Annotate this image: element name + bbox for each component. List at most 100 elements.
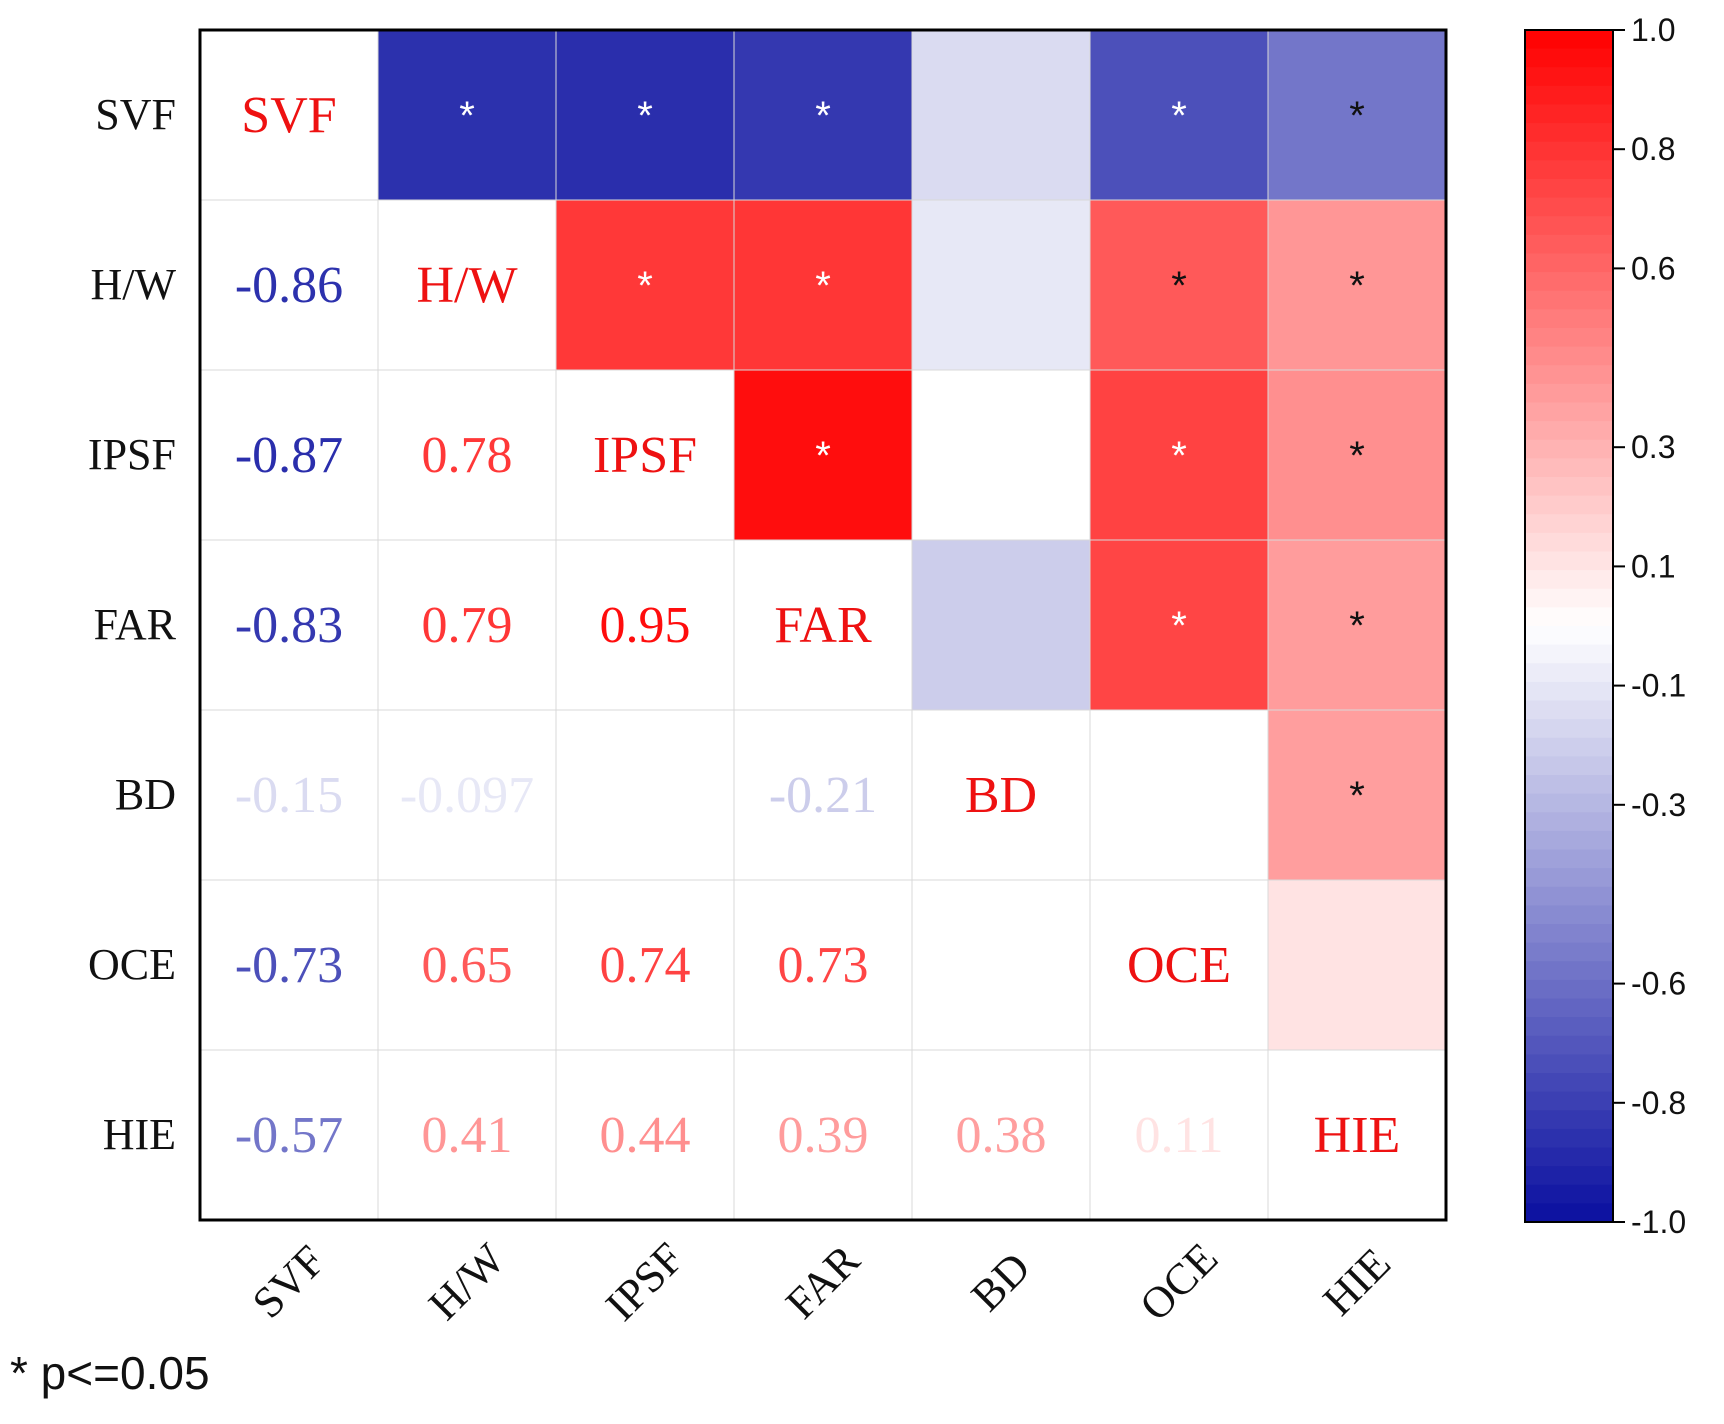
heatmap-cell-bd-oce [1089,709,1269,881]
heatmap-cell-hie-far [733,1049,913,1221]
heatmap-cell-hie-oce [1089,1049,1269,1221]
heatmap-cell-far-svf [199,539,379,711]
colorbar-segment [1525,272,1613,292]
column-label-bd: BD [962,1243,1040,1321]
colorbar-frame [1524,29,1614,1223]
significance-marker-h-w-oce: * [1171,264,1187,308]
coefficient-label-bd-svf: -0.15 [235,767,343,824]
colorbar-segment [1525,551,1613,571]
colorbar-tick-label: 0.8 [1631,131,1675,167]
colorbar-segment [1525,1054,1613,1074]
heatmap-cell-ipsf-ipsf [555,369,735,541]
colorbar-segment [1525,1203,1613,1223]
colorbar-segment [1525,607,1613,627]
colorbar-segment [1525,1017,1613,1037]
significance-marker-h-w-hie: * [1349,264,1365,308]
significance-marker-bd-hie: * [1349,774,1365,818]
colorbar-tick-label: -0.6 [1631,966,1686,1002]
colorbar-segment [1525,775,1613,795]
row-label-bd: BD [115,770,176,819]
heatmap-frame [198,28,1448,1222]
colorbar-segment [1525,868,1613,888]
coefficient-label-hie-bd: 0.38 [956,1107,1047,1164]
coefficient-label-h-w-svf: -0.86 [235,257,343,314]
coefficient-label-oce-svf: -0.73 [235,937,343,994]
diagonal-label-far: FAR [774,597,872,654]
colorbar-segment [1525,905,1613,925]
significance-marker-svf-far: * [815,94,831,138]
column-label-hie: HIE [1314,1239,1400,1325]
colorbar-segment [1525,532,1613,553]
colorbar-segment [1525,197,1613,217]
coefficient-label-oce-far: 0.73 [778,937,869,994]
colorbar-segment [1525,439,1613,459]
colorbar-segment [1525,942,1613,962]
colorbar-segment [1525,626,1613,646]
colorbar-segment [1525,1166,1613,1186]
colorbar-segment [1525,1110,1613,1130]
significance-marker-ipsf-oce: * [1171,434,1187,478]
column-label-far: FAR [776,1235,869,1328]
significance-marker-ipsf-hie: * [1349,434,1365,478]
colorbar-tick-label: -0.3 [1631,787,1686,823]
colorbar-segment [1525,85,1613,106]
column-label-ipsf: IPSF [596,1233,693,1330]
colorbar-segment [1525,681,1613,702]
colorbar-segment [1525,570,1613,590]
coefficient-label-ipsf-svf: -0.87 [235,427,343,484]
colorbar-segment [1525,179,1613,199]
coefficient-label-far-svf: -0.83 [235,597,343,654]
colorbar-segment [1525,830,1613,851]
heatmap-cell-far-ipsf [555,539,735,711]
colorbar-segment [1525,365,1613,385]
colorbar-segment [1525,48,1613,68]
colorbar-tick-label: 0.3 [1631,429,1675,465]
coefficient-label-bd-far: -0.21 [769,767,877,824]
colorbar-segment [1525,477,1613,497]
colorbar-segment [1525,141,1613,161]
colorbar-segment [1525,30,1613,50]
colorbar-segment [1525,402,1613,422]
heatmap-cell-svf-far [733,29,913,201]
heatmap-cell-h-w-far [733,199,913,371]
heatmap-cell-ipsf-oce [1089,369,1269,541]
significance-marker-ipsf-far: * [815,434,831,478]
row-label-ipsf: IPSF [88,430,176,479]
significance-footnote: * p<=0.05 [10,1347,210,1399]
heatmap-cell-oce-h-w [377,879,557,1051]
row-label-hie: HIE [103,1110,176,1159]
significance-marker-far-oce: * [1171,604,1187,648]
colorbar-segment [1525,663,1613,683]
row-label-oce: OCE [88,940,176,989]
colorbar-tick-label: -0.1 [1631,668,1686,704]
significance-marker-svf-h-w: * [459,94,475,138]
significance-marker-svf-hie: * [1349,94,1365,138]
colorbar-segment [1525,160,1613,180]
coefficient-label-hie-far: 0.39 [778,1107,869,1164]
heatmap-cell-oce-hie [1267,879,1447,1051]
heatmap-cell-bd-svf [199,709,379,881]
colorbar-segment [1525,1073,1613,1093]
colorbar-tick-label: -0.8 [1631,1085,1686,1121]
coefficient-label-hie-oce: 0.11 [1134,1107,1223,1164]
significance-marker-h-w-ipsf: * [637,264,653,308]
row-label-h-w: H/W [90,260,176,309]
heatmap-cell-bd-h-w [377,709,557,881]
heatmap-cell-bd-ipsf [555,709,735,881]
coefficient-label-oce-h-w: 0.65 [422,937,513,994]
colorbar-segment [1525,514,1613,534]
heatmap-cell-hie-h-w [377,1049,557,1221]
colorbar-segment [1525,998,1613,1018]
colorbar-segment [1525,328,1613,348]
significance-marker-far-hie: * [1349,604,1365,648]
heatmap-cell-ipsf-far [733,369,913,541]
colorbar-segment [1525,495,1613,515]
colorbar-segment [1525,1091,1613,1111]
heatmap-cell-oce-oce [1089,879,1269,1051]
colorbar-segment [1525,458,1613,478]
colorbar-segment [1525,1035,1613,1055]
column-label-oce: OCE [1130,1233,1227,1330]
colorbar-segment [1525,961,1613,981]
coefficient-label-bd-h-w: -0.097 [400,767,534,824]
coefficient-label-oce-ipsf: 0.74 [600,937,691,994]
